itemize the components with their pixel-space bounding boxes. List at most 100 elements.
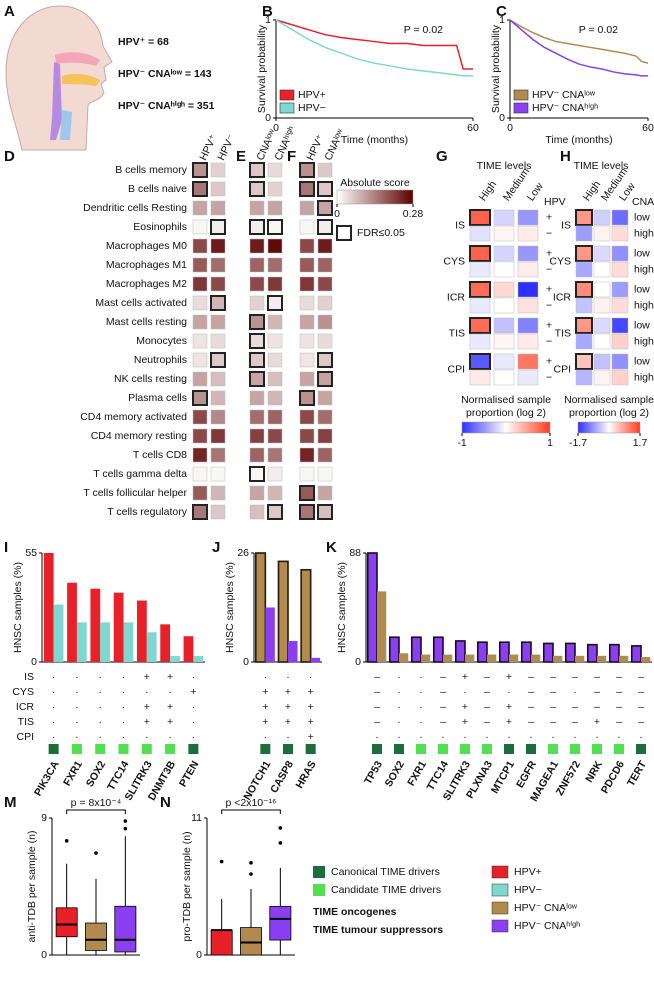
panel-label: N — [160, 794, 171, 811]
bar — [100, 622, 110, 662]
matrix-symbol: · — [595, 731, 599, 743]
group-count: HPV⁺ = 68 — [118, 36, 169, 48]
column-label: High — [477, 179, 499, 204]
significance-box — [317, 219, 333, 235]
row-label: ICR — [553, 291, 572, 303]
driver-square — [283, 744, 293, 754]
y-axis-label: Survival probability — [490, 24, 502, 113]
bar — [597, 655, 607, 662]
matrix-symbol: · — [192, 716, 196, 728]
significance-box — [317, 200, 333, 216]
subrow-label: low — [634, 319, 650, 331]
matrix-symbol: – — [374, 701, 380, 713]
heatmap-cell — [299, 276, 315, 292]
matrix-symbol: + — [190, 686, 196, 698]
heatmap-cell — [575, 261, 593, 278]
heatmap-cell — [249, 162, 265, 178]
legend-label: HPV⁻ CNAˡᵒʷ — [514, 902, 578, 914]
heatmap-cell — [611, 209, 629, 226]
x-tick-label: 0 — [507, 122, 513, 134]
driver-square — [614, 744, 624, 754]
significance-box — [469, 245, 491, 262]
y-tick-label: 0 — [499, 112, 505, 124]
matrix-symbol: · — [98, 716, 102, 728]
p-value: p = 8x10⁻⁴ — [71, 797, 122, 809]
colorbar-tick-label: 0 — [334, 208, 340, 220]
subrow-label: − — [546, 371, 552, 383]
bar — [43, 553, 54, 662]
row-label: CYS — [443, 255, 465, 267]
heatmap-cell — [267, 485, 283, 501]
gene-label: PTEN — [177, 759, 201, 789]
heatmap-cell — [575, 281, 593, 298]
matrix-symbol: · — [375, 731, 379, 743]
matrix-symbol: · — [122, 731, 126, 743]
row-label: T cells regulatory — [107, 506, 188, 518]
subrow-label: − — [546, 227, 552, 239]
heatmap-cell — [192, 390, 208, 406]
row-label: IS — [561, 219, 571, 231]
significance-box — [469, 209, 491, 226]
heatmap-cell — [299, 238, 315, 254]
driver-square — [141, 744, 152, 754]
bar — [300, 568, 312, 663]
heatmap-cell — [493, 245, 515, 262]
subrow-label: high — [634, 227, 654, 239]
matrix-symbol: · — [264, 671, 268, 683]
panel-label: J — [212, 539, 220, 556]
matrix-symbol: – — [374, 716, 380, 728]
heatmap-cell — [267, 257, 283, 273]
row-label: Eosinophils — [133, 221, 187, 233]
significance-bracket — [66, 809, 126, 814]
heatmap-cell — [317, 428, 333, 444]
group-count: HPV⁻ CNAʰⁱᵍʰ = 351 — [118, 100, 215, 112]
matrix-symbol: · — [397, 671, 401, 683]
matrix-symbol: – — [550, 716, 556, 728]
heatmap-cell — [517, 225, 539, 242]
heatmap-cell — [299, 428, 315, 444]
row-label: CYS — [549, 255, 571, 267]
bar — [465, 654, 475, 662]
heatmap-cell — [210, 219, 226, 235]
bar — [641, 657, 651, 662]
bar — [399, 653, 409, 662]
heatmap-cell — [192, 352, 208, 368]
heatmap-cell — [317, 200, 333, 216]
legend-label: HPV− — [514, 884, 542, 896]
matrix-symbol: · — [463, 731, 467, 743]
panel-label: C — [496, 3, 507, 20]
matrix-symbol: – — [594, 671, 600, 683]
matrix-symbol: · — [419, 701, 423, 713]
heatmap-cell — [249, 219, 265, 235]
matrix-symbol: + — [167, 701, 173, 713]
matrix-symbol: – — [374, 686, 380, 698]
subrow-label: low — [634, 211, 650, 223]
colorbar-title: proportion (log 2) — [466, 407, 546, 419]
matrix-symbol: – — [572, 701, 578, 713]
heatmap-cell — [210, 162, 226, 178]
bar — [454, 640, 466, 663]
heatmap-cell — [317, 466, 333, 482]
heatmap-cell — [593, 353, 611, 370]
heatmap-cell — [611, 317, 629, 334]
heatmap-cell — [517, 281, 539, 298]
matrix-symbol: · — [98, 686, 102, 698]
row-label: Mast cells resting — [106, 316, 187, 328]
matrix-symbol: – — [594, 701, 600, 713]
outlier — [249, 872, 253, 876]
matrix-symbol: · — [309, 671, 313, 683]
y-axis-label: Survival probability — [256, 24, 268, 113]
matrix-symbol: · — [397, 716, 401, 728]
nasal-cavity — [55, 52, 100, 66]
matrix-symbol: – — [484, 701, 490, 713]
bar — [520, 641, 532, 663]
legend-label: HPV⁻ CNAˡᵒʷ — [532, 89, 596, 101]
heatmap-cell — [267, 428, 283, 444]
heatmap-cell — [517, 317, 539, 334]
colorbar-tick-label: -1.7 — [569, 437, 587, 449]
bar — [366, 552, 378, 663]
bar — [265, 607, 275, 662]
heatmap-cell — [267, 466, 283, 482]
matrix-symbol: + — [506, 701, 512, 713]
bar — [123, 622, 134, 662]
